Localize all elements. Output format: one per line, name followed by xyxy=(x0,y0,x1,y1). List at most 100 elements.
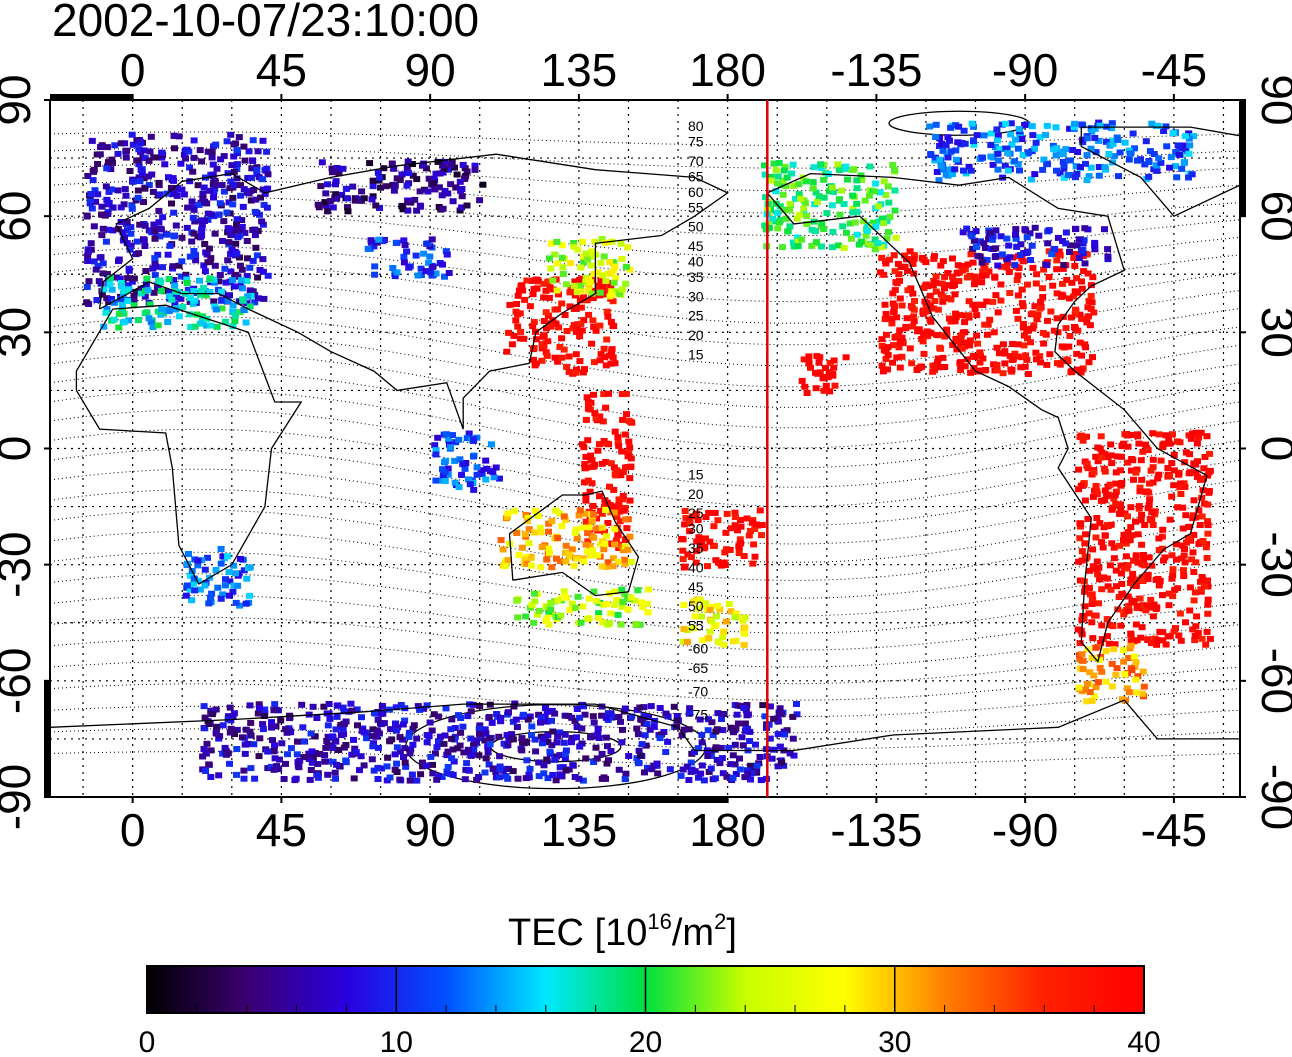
tec-pixel xyxy=(1074,149,1082,155)
tec-pixel xyxy=(154,283,162,290)
tec-pixel xyxy=(993,126,1001,133)
tec-pixel xyxy=(270,766,278,773)
tec-pixel xyxy=(614,439,622,446)
tec-pixel xyxy=(719,770,727,777)
tec-pixel xyxy=(576,358,584,365)
tec-pixel xyxy=(526,765,534,772)
tec-pixel xyxy=(622,263,630,270)
tec-pixel xyxy=(1127,630,1135,637)
tec-pixel xyxy=(1082,344,1090,351)
tec-pixel xyxy=(643,721,651,727)
tec-pixel xyxy=(252,244,260,251)
tec-pixel xyxy=(562,542,570,549)
tec-pixel xyxy=(109,227,117,234)
tec-pixel xyxy=(226,592,233,599)
tec-pixel xyxy=(322,744,330,751)
tec-pixel xyxy=(729,752,737,759)
tec-pixel xyxy=(878,343,886,349)
tec-pixel xyxy=(428,236,436,243)
tec-pixel xyxy=(1082,686,1090,693)
tec-pixel xyxy=(618,256,626,262)
tec-pixel xyxy=(589,713,597,720)
tec-pixel xyxy=(513,530,521,536)
tec-pixel xyxy=(547,265,555,272)
tec-pixel xyxy=(1043,262,1051,269)
tec-pixel xyxy=(898,302,906,309)
tec-pixel xyxy=(377,184,384,191)
tec-pixel xyxy=(681,521,689,528)
tec-pixel xyxy=(325,701,333,707)
tec-pixel xyxy=(519,287,527,294)
tec-pixel xyxy=(242,726,250,733)
tec-pixel xyxy=(662,710,670,717)
tec-pixel xyxy=(585,615,593,622)
tec-pixel xyxy=(120,318,128,325)
lat-tick-right xyxy=(1240,215,1246,218)
colorbar-tick-label: 20 xyxy=(629,1026,662,1057)
tec-pixel xyxy=(560,346,568,353)
tec-pixel xyxy=(597,351,605,358)
tec-pixel xyxy=(217,595,225,602)
tec-pixel xyxy=(144,287,152,294)
tec-pixel xyxy=(1132,518,1139,525)
tec-pixel xyxy=(240,186,248,193)
tec-pixel xyxy=(574,593,582,600)
tec-pixel xyxy=(132,288,140,295)
tec-pixel xyxy=(235,134,243,141)
tec-pixel xyxy=(598,283,606,290)
tec-pixel xyxy=(405,729,413,736)
tec-pixel xyxy=(94,262,102,269)
tec-pixel xyxy=(1141,488,1149,495)
tec-pixel xyxy=(387,726,395,733)
tec-pixel xyxy=(885,199,893,206)
tec-pixel xyxy=(1202,544,1210,551)
tec-pixel xyxy=(1093,515,1101,521)
tec-pixel xyxy=(190,288,198,294)
tec-pixel xyxy=(239,296,247,303)
tec-pixel xyxy=(528,732,535,739)
tec-pixel xyxy=(1084,465,1092,472)
tec-pixel xyxy=(413,777,421,784)
lat-tick-right xyxy=(1240,563,1246,566)
tec-pixel xyxy=(1199,538,1207,544)
tec-pixel xyxy=(586,488,594,495)
tec-pixel xyxy=(391,751,399,758)
tec-pixel xyxy=(548,518,556,525)
tec-pixel xyxy=(256,705,263,711)
tec-pixel xyxy=(864,222,872,228)
tec-pixel xyxy=(436,739,443,745)
tec-pixel xyxy=(1122,540,1130,547)
tec-pixel xyxy=(441,187,449,194)
tec-pixel xyxy=(476,703,484,709)
tec-pixel xyxy=(579,603,587,610)
tec-pixel xyxy=(965,163,973,170)
tec-pixel xyxy=(624,453,632,460)
tec-pixel xyxy=(872,180,880,187)
tec-pixel xyxy=(933,169,941,175)
tec-pixel xyxy=(1166,516,1174,523)
tec-pixel xyxy=(921,308,929,315)
tec-pixel xyxy=(1189,549,1197,556)
tec-pixel xyxy=(588,547,596,554)
tec-pixel xyxy=(413,735,421,742)
tec-pixel xyxy=(439,162,447,169)
tec-pixel xyxy=(528,723,536,730)
tec-pixel xyxy=(548,717,555,724)
tec-pixel xyxy=(166,289,174,296)
tec-pixel xyxy=(742,725,750,732)
tec-pixel xyxy=(401,759,409,766)
tec-pixel xyxy=(741,630,748,637)
tec-pixel xyxy=(1186,607,1194,614)
tec-pixel xyxy=(793,215,801,222)
tec-pixel xyxy=(107,166,115,173)
tec-pixel xyxy=(1044,240,1052,247)
tec-pixel xyxy=(123,240,131,247)
tec-pixel xyxy=(1200,582,1208,589)
tec-pixel xyxy=(1179,504,1187,511)
tec-pixel xyxy=(551,756,559,763)
tec-pixel xyxy=(1123,685,1131,692)
tec-pixel xyxy=(409,172,417,179)
tec-pixel xyxy=(230,582,238,589)
tec-pixel xyxy=(1190,497,1198,504)
tec-pixel xyxy=(743,515,751,522)
